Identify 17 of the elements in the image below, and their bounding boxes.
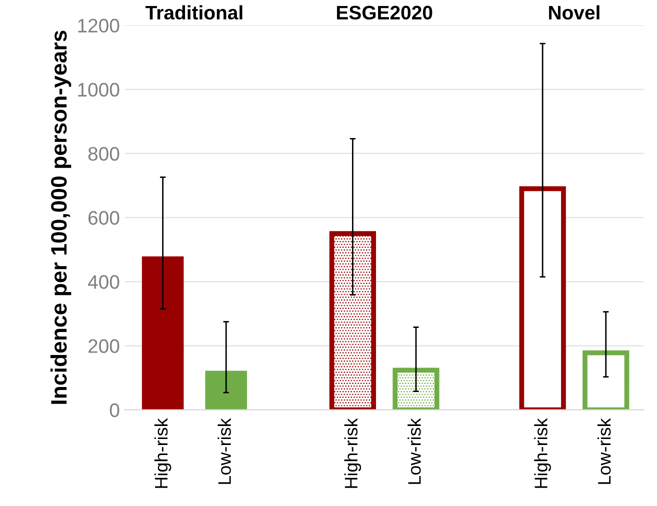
y-tick-label: 1000 [78,82,120,97]
y-axis-title: Incidence per 100,000 person-years [50,30,72,404]
x-tick-label: Low-risk [597,418,611,484]
y-tick-label: 600 [88,211,120,225]
text: ESGE2020 [337,6,432,20]
y-tick-label: 0 [110,403,120,418]
y-tick-label: 400 [88,275,120,289]
x-tick-label: Low-risk [218,418,231,484]
y-tick-label: 800 [88,146,120,161]
x-tick-label: High-risk [154,418,172,488]
text: Traditional [146,5,242,20]
y-tick-label: 1200 [78,18,120,33]
x-tick-label: High-risk [344,418,362,488]
x-tick-label: Low-risk [408,418,421,484]
text: Novel [549,5,600,20]
y-tick-label: 200 [88,339,120,354]
x-tick-label: High-risk [534,418,551,488]
